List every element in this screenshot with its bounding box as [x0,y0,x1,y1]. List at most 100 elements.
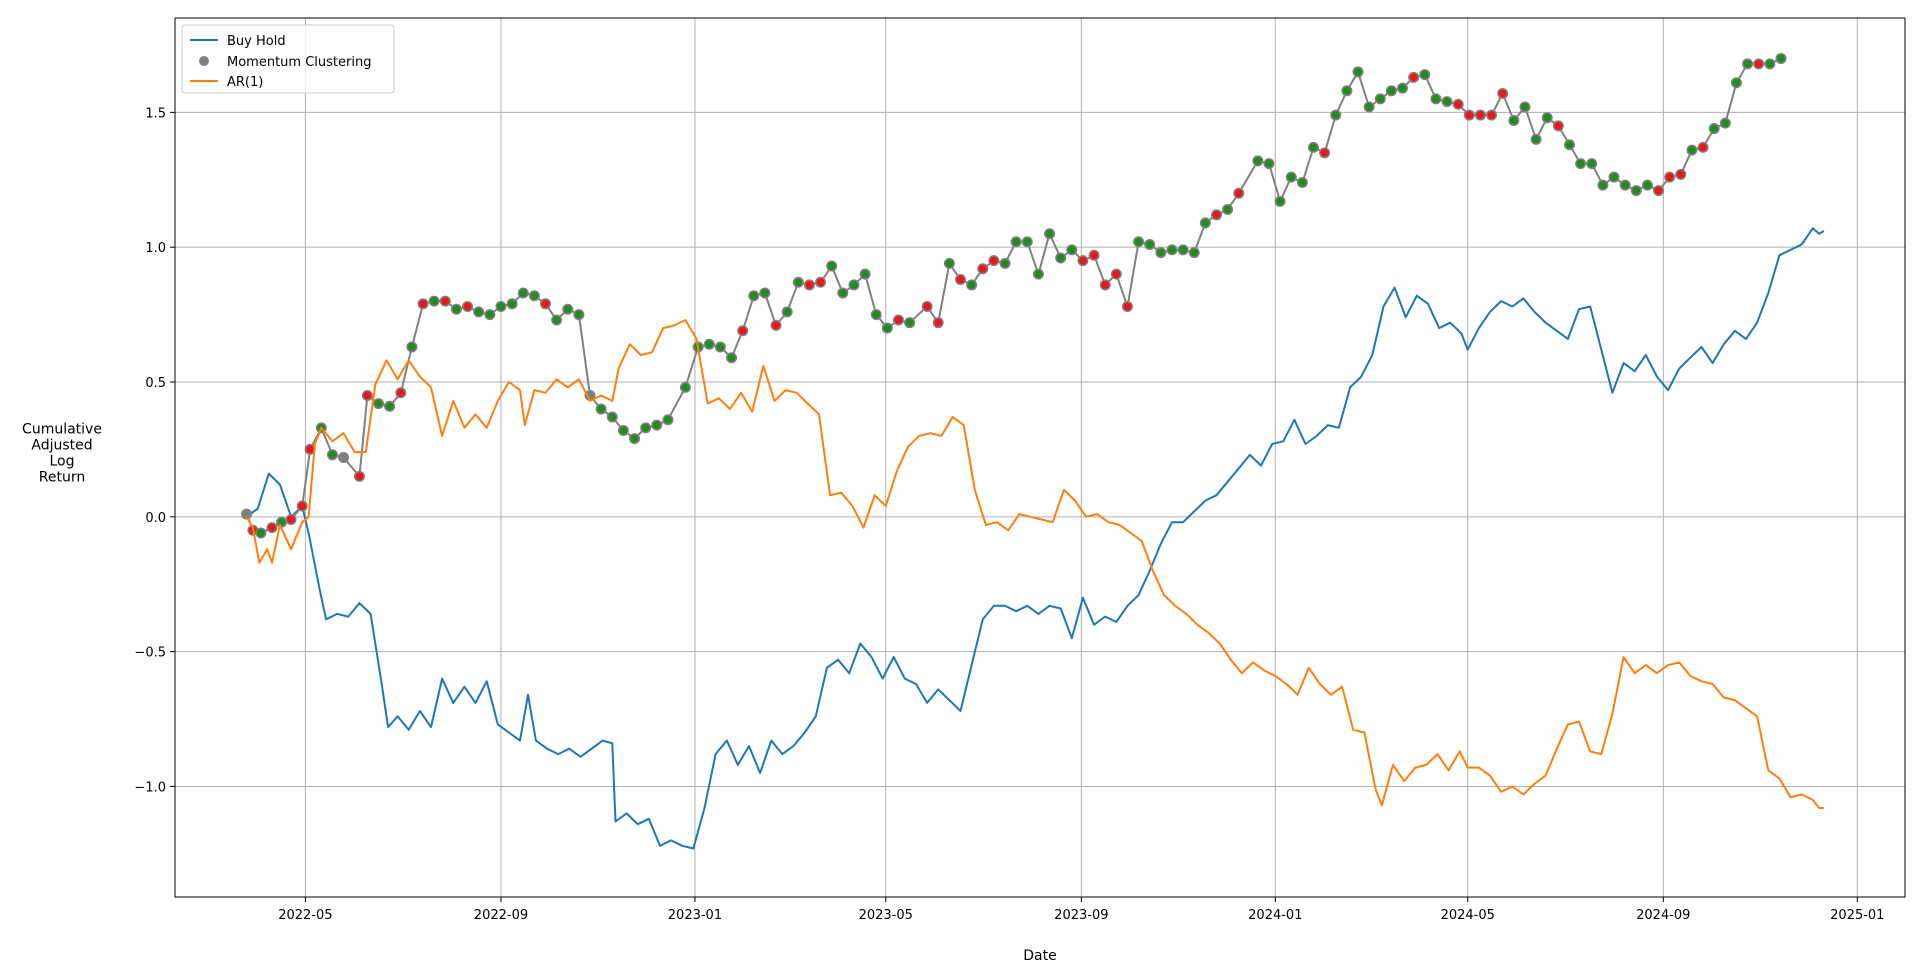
momentum-marker-up [630,434,639,443]
momentum-marker-up [883,324,892,333]
y-tick-label: −1.0 [134,780,166,795]
momentum-marker-up [760,289,769,298]
momentum-marker-up [1145,240,1154,249]
momentum-marker-up [519,289,528,298]
momentum-marker-down [463,302,472,311]
momentum-marker-up [1587,159,1596,168]
momentum-marker-up [783,307,792,316]
momentum-marker-up [1034,270,1043,279]
y-tick-label: −0.5 [134,646,166,661]
momentum-marker-up [1765,59,1774,68]
momentum-marker-down [396,388,405,397]
momentum-marker-up [385,402,394,411]
momentum-marker-up [1253,156,1262,165]
momentum-marker-up [727,353,736,362]
momentum-marker-up [1331,111,1340,120]
momentum-marker-down [956,275,965,284]
momentum-marker-down [1754,59,1763,68]
y-axis-label-line: Log [49,454,74,470]
momentum-marker-up [849,280,858,289]
y-axis-label: Cumulative Adjusted Log Return [22,422,102,486]
momentum-marker-down [1409,73,1418,82]
momentum-marker-up [508,299,517,308]
legend-label-momentum-clustering: Momentum Clustering [227,55,371,70]
momentum-marker-down [1676,170,1685,179]
momentum-marker-up [1342,86,1351,95]
momentum-marker-up [1276,197,1285,206]
x-tick-label: 2024-09 [1636,908,1690,923]
momentum-marker-up [256,528,265,537]
momentum-marker-up [945,259,954,268]
momentum-marker-up [827,262,836,271]
x-tick-label: 2025-01 [1830,908,1884,923]
momentum-marker-up [1056,253,1065,262]
series-line-ar1 [245,319,1824,809]
momentum-marker-down [363,391,372,400]
momentum-marker-down [306,445,315,454]
momentum-marker-up [749,291,758,300]
momentum-marker-down [738,326,747,335]
momentum-marker-up [407,342,416,351]
momentum-marker-up [530,291,539,300]
momentum-marker-up [1743,59,1752,68]
momentum-marker-down [805,280,814,289]
momentum-marker-up [1309,143,1318,152]
momentum-marker-up [1621,181,1630,190]
momentum-marker-down [1699,143,1708,152]
x-tick-label: 2023-09 [1054,908,1108,923]
momentum-marker-down [816,278,825,287]
momentum-marker-up [474,307,483,316]
momentum-marker-up [705,340,714,349]
momentum-marker-up [681,383,690,392]
momentum-marker-down [1454,100,1463,109]
momentum-marker-down [419,299,428,308]
momentum-marker-up [1179,245,1188,254]
momentum-marker-up [485,310,494,319]
momentum-marker-up [652,421,661,430]
x-tick-label: 2023-05 [859,908,913,923]
momentum-marker-up [1732,78,1741,87]
x-tick-label: 2022-09 [474,908,528,923]
momentum-marker-up [430,297,439,306]
momentum-marker-up [905,318,914,327]
axis-ticks: 2022-05 2022-09 2023-01 2023-05 2023-09 2024-… [134,106,1884,923]
momentum-marker-down [1123,302,1132,311]
momentum-marker-down [1554,121,1563,130]
momentum-marker [241,508,253,520]
y-axis-label-line: Return [39,470,85,486]
momentum-marker-up [1354,67,1363,76]
momentum-marker-up [496,302,505,311]
plot-frame [174,17,1906,898]
y-axis-label-line: Cumulative [22,422,102,438]
momentum-marker-down [1212,210,1221,219]
momentum-marker-up [1776,54,1785,63]
momentum-marker-down [978,264,987,273]
momentum-marker-up [1532,135,1541,144]
momentum-marker-up [1287,173,1296,182]
momentum-marker-up [1387,86,1396,95]
momentum-marker-up [1431,94,1440,103]
momentum-marker-down [287,515,296,524]
momentum-marker-up [1632,186,1641,195]
momentum-marker-down [1476,111,1485,120]
momentum-marker-up [1012,237,1021,246]
x-tick-label: 2024-01 [1248,908,1302,923]
momentum-marker-up [967,280,976,289]
momentum-marker-up [277,518,286,527]
momentum-marker-down [923,302,932,311]
momentum-marker-down [355,472,364,481]
momentum-marker-down [298,502,307,511]
momentum-marker-up [861,270,870,279]
momentum-marker-up [1687,146,1696,155]
momentum-marker-down [1320,148,1329,157]
legend: Buy Hold Momentum Clustering AR(1) [181,24,395,94]
momentum-marker-down [934,318,943,327]
y-tick-label: 0.5 [145,376,166,391]
momentum-marker-up [838,289,847,298]
momentum-marker-down [1487,111,1496,120]
momentum-marker-up [1509,116,1518,125]
momentum-marker-up [1264,159,1273,168]
momentum-marker-up [1443,97,1452,106]
momentum-marker-up [574,310,583,319]
